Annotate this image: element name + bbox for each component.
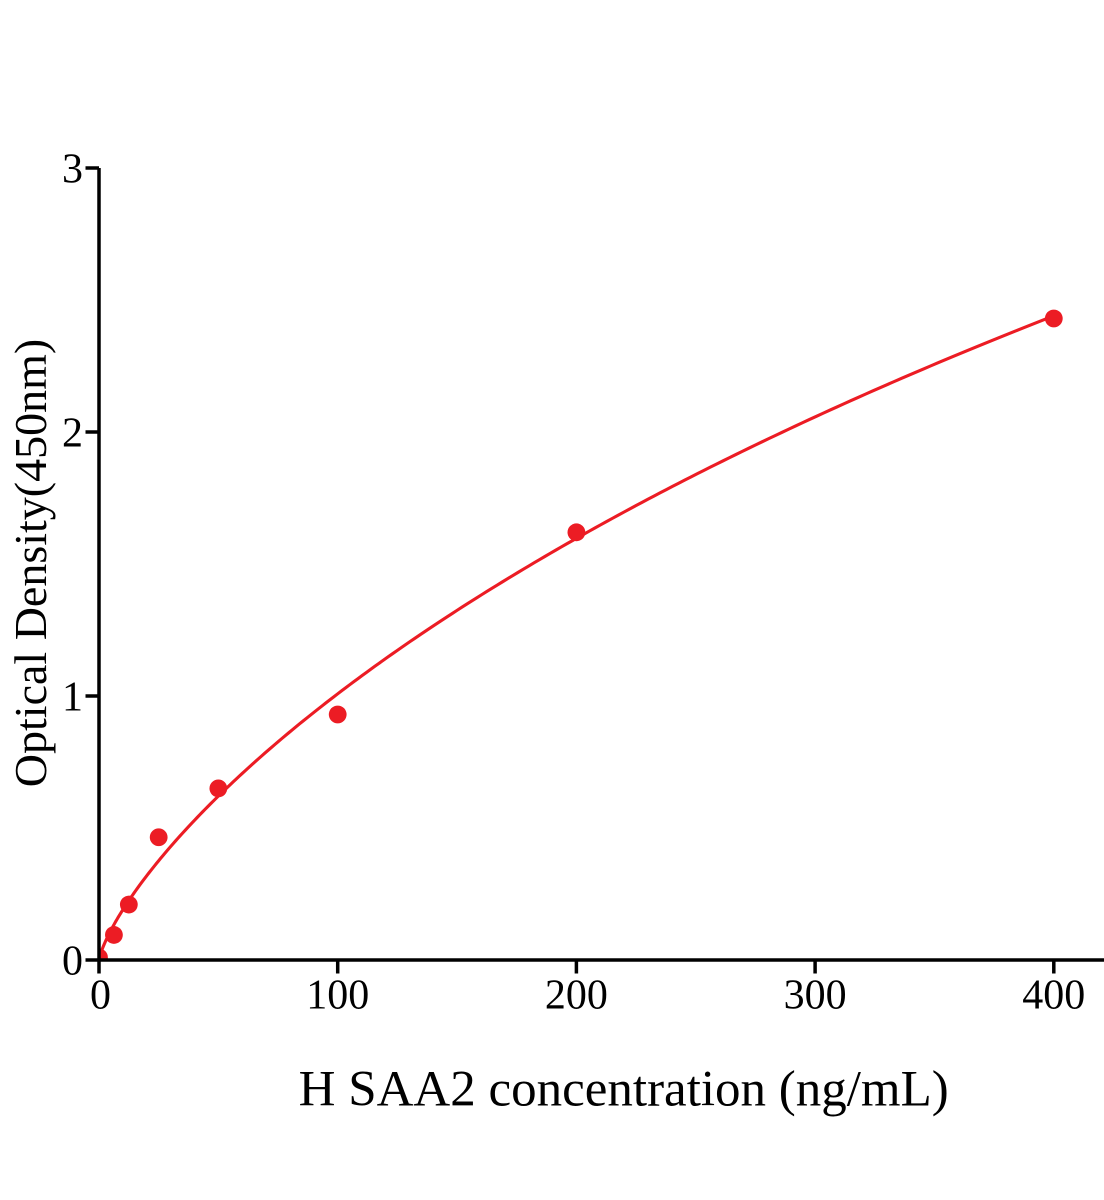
y-tick-label-1: 1 [62,675,83,721]
y-tick-label-3: 3 [62,147,83,193]
data-points [99,309,1063,960]
x-tick-label-0: 0 [90,973,111,1019]
y-axis-ticks: 0 1 2 3 [62,147,99,985]
x-tick-label-300: 300 [784,973,847,1019]
data-point [567,523,586,542]
x-tick-label-400: 400 [1022,973,1085,1019]
y-axis-title: Optical Density(450nm) [5,339,56,787]
y-tick-label-0: 0 [62,939,83,985]
data-point [119,895,138,914]
y-tick-label-2: 2 [62,411,83,457]
data-point [149,828,168,847]
x-tick-label-200: 200 [545,973,608,1019]
data-point [209,779,228,798]
data-point [105,926,123,944]
fit-curve [99,314,1056,960]
x-axis-ticks: 0 100 200 300 400 [90,960,1085,1019]
data-series-layer [99,309,1063,960]
data-point [99,948,108,960]
x-axis-title: H SAA2 concentration (ng/mL) [299,1062,949,1118]
axes: 0 100 200 300 400 0 1 2 3 [62,147,1104,1019]
x-tick-label-100: 100 [306,973,369,1019]
data-point [1044,309,1063,328]
data-point [328,705,347,724]
